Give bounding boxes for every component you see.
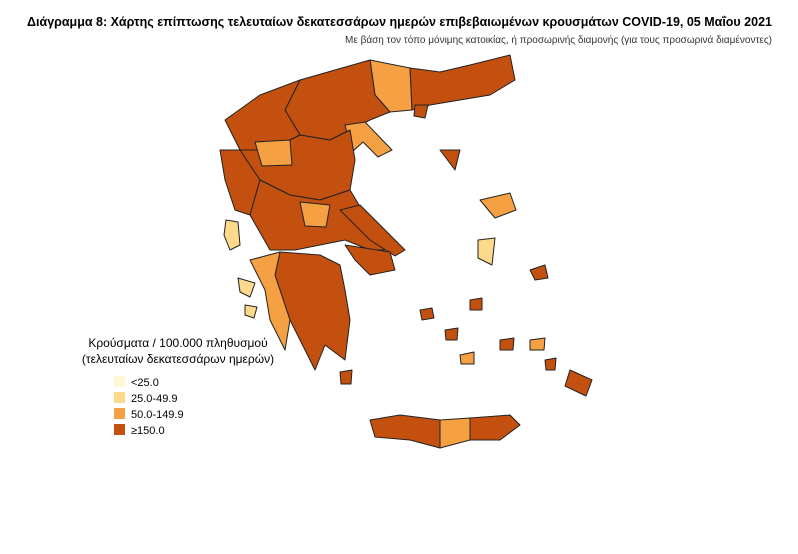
region — [249, 251, 291, 351]
region — [223, 219, 241, 251]
legend-label: 25.0-49.9 — [131, 393, 177, 405]
region — [409, 54, 516, 111]
region — [237, 277, 256, 298]
region — [299, 201, 331, 228]
legend-swatch — [114, 424, 125, 435]
legend-title: (τελευταίων δεκατεσσάρων ημερών) — [82, 352, 274, 366]
region — [529, 264, 549, 281]
region — [274, 251, 351, 371]
region — [529, 337, 546, 351]
region — [254, 139, 293, 167]
legend-swatch — [114, 392, 125, 403]
region — [477, 237, 496, 266]
legend-swatch — [114, 408, 125, 419]
region — [469, 414, 521, 441]
region — [419, 307, 435, 321]
region — [413, 104, 429, 119]
region — [444, 327, 459, 341]
region — [439, 417, 471, 449]
region — [339, 204, 406, 257]
region — [344, 244, 396, 276]
region — [564, 369, 593, 397]
region — [499, 337, 515, 351]
greece-map — [219, 54, 593, 449]
region — [479, 192, 517, 219]
legend-label: 50.0-149.9 — [131, 409, 184, 421]
region — [439, 149, 461, 171]
title: Διάγραμμα 8: Χάρτης επίπτωσης τελευταίων… — [27, 15, 772, 29]
legend-title: Κρούσματα / 100.000 πληθυσμού — [88, 336, 267, 350]
region — [544, 357, 557, 371]
legend-label: <25.0 — [131, 377, 159, 389]
legend-label: ≥150.0 — [131, 425, 165, 437]
legend-swatch — [114, 376, 125, 387]
legend: Κρούσματα / 100.000 πληθυσμού (τελευταίων… — [82, 336, 274, 437]
region — [469, 297, 483, 311]
region — [339, 369, 353, 385]
region — [244, 304, 258, 319]
region — [369, 414, 441, 449]
region — [459, 351, 475, 365]
subtitle: Με βάση τον τόπο μόνιμης κατοικίας, ή πρ… — [345, 34, 772, 46]
